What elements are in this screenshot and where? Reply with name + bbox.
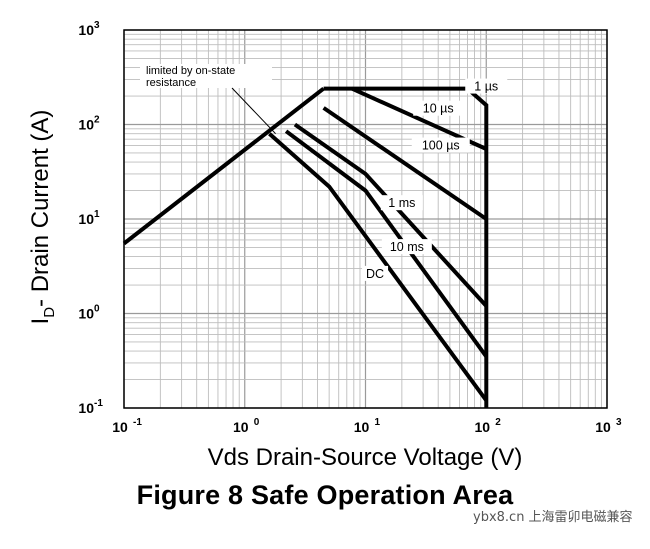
series-line-4 [293,122,488,308]
x-axis-label: Vds Drain-Source Voltage (V) [207,444,523,471]
series-label-bg [381,239,432,255]
x-tick-label: 10 [595,419,611,435]
annotation-leader [231,87,276,135]
series-label: DC [366,267,384,281]
x-tick-label: 10 [354,419,370,435]
series-label: 1 µs [474,80,498,94]
y-tick-exponent: 3 [94,20,100,31]
x-tick-exponent: 0 [254,417,260,428]
y-tick-exponent: 1 [94,209,100,220]
x-tick-label: 10 [233,419,249,435]
series-label: 10 ms [390,240,424,254]
x-tick-exponent: 3 [616,417,622,428]
series-label: 100 µs [422,139,460,153]
y-tick-label: 10 [78,306,94,322]
x-tick-label: 10 [474,419,490,435]
watermark: ybx8.cn 上海雷卯电磁兼容 [470,506,636,525]
y-tick-label: 10 [78,400,94,416]
y-tick-label: 10 [78,22,94,38]
series-label: 1 ms [388,196,415,210]
series-line-0 [122,87,325,246]
annotation-box [140,64,272,88]
annotation-text: resistance [146,77,196,89]
annotation-text: limited by on-state [146,65,235,77]
series-label-bg [362,265,389,281]
y-tick-label: 10 [78,117,94,133]
y-tick-exponent: -1 [94,398,103,409]
series-label-bg [413,100,464,116]
series-label-bg [411,137,470,153]
x-tick-exponent: -1 [133,417,142,428]
y-tick-label: 10 [78,211,94,227]
x-tick-exponent: 1 [375,417,381,428]
y-tick-exponent: 0 [94,304,100,315]
series-line-1 [323,86,489,408]
x-tick-exponent: 2 [495,417,501,428]
plot-frame [123,29,608,409]
series-label: 10 µs [423,102,454,116]
y-tick-exponent: 2 [94,115,100,126]
series-line-6 [268,132,488,402]
y-axis-label: ID- Drain Current (A) [27,109,58,325]
figure-caption: Figure 8 Safe Operation Area [136,480,514,510]
series-label-bg [465,78,508,94]
series-line-5 [284,129,488,358]
x-tick-label: 10 [112,419,128,435]
series-line-3 [322,106,488,221]
series-label-bg [380,195,423,211]
